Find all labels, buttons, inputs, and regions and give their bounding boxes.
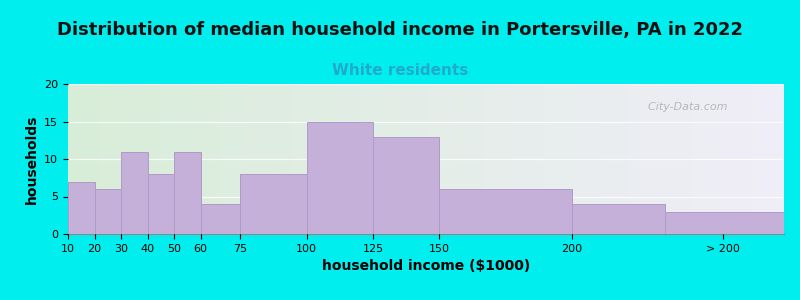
- Text: Distribution of median household income in Portersville, PA in 2022: Distribution of median household income …: [57, 21, 743, 39]
- Bar: [306, 122, 373, 234]
- Text: City-Data.com: City-Data.com: [641, 102, 727, 112]
- Text: White residents: White residents: [332, 63, 468, 78]
- Bar: [174, 152, 201, 234]
- Bar: [240, 174, 306, 234]
- Bar: [121, 152, 147, 234]
- Bar: [373, 136, 439, 234]
- Bar: [439, 189, 572, 234]
- Bar: [94, 189, 121, 234]
- Bar: [572, 204, 665, 234]
- Bar: [147, 174, 174, 234]
- Bar: [665, 212, 784, 234]
- Y-axis label: households: households: [25, 114, 38, 204]
- X-axis label: household income ($1000): household income ($1000): [322, 259, 530, 273]
- Bar: [68, 182, 94, 234]
- Bar: [201, 204, 240, 234]
